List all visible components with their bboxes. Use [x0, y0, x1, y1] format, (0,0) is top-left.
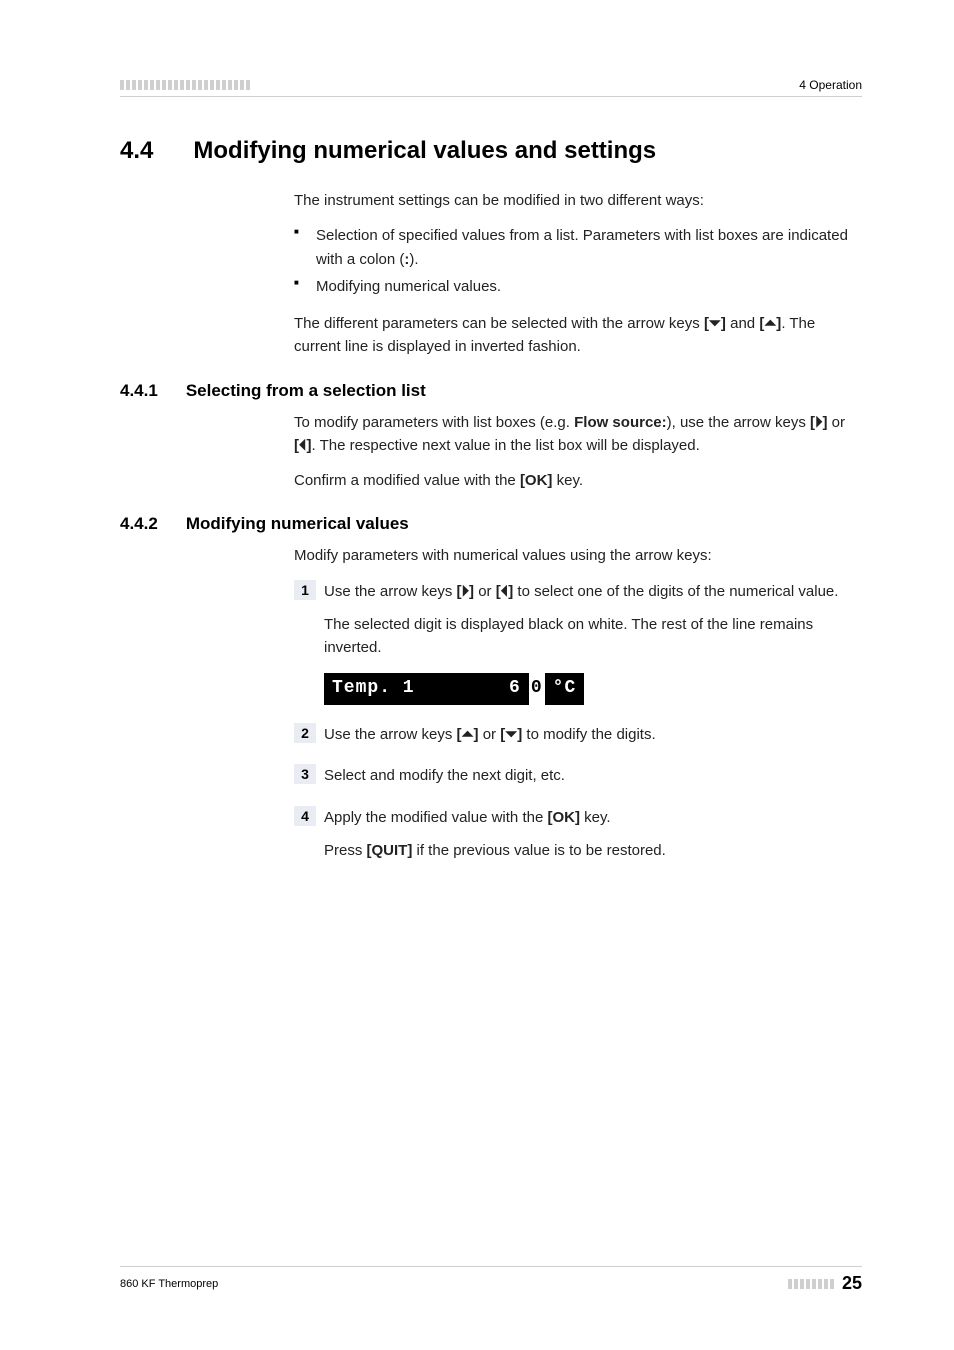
subsection-body: To modify parameters with list boxes (e.… [294, 411, 862, 493]
subsection-heading: 4.4.2 Modifying numerical values [120, 514, 862, 534]
section-number: 4.4 [120, 137, 153, 165]
intro-paragraph: The instrument settings can be modified … [294, 189, 862, 212]
header-chapter: 4 Operation [799, 78, 862, 92]
paragraph: The different parameters can be selected… [294, 312, 862, 359]
step-number: 1 [294, 580, 316, 600]
bullet-item: Selection of specified values from a lis… [294, 224, 862, 271]
page-footer: 860 KF Thermoprep 25 [120, 1266, 862, 1294]
footer-decoration [788, 1279, 834, 1289]
subsection-number: 4.4.1 [120, 381, 158, 401]
subsection-title: Selecting from a selection list [186, 381, 426, 401]
lcd-selected-digit: 0 [529, 673, 545, 705]
step-1: 1 Use the arrow keys [⏵] or [⏴] to selec… [294, 580, 862, 706]
step-number: 4 [294, 806, 316, 826]
paragraph: Select and modify the next digit, etc. [324, 764, 862, 787]
step-number: 2 [294, 723, 316, 743]
section-title: Modifying numerical values and settings [193, 137, 656, 165]
subsection-heading: 4.4.1 Selecting from a selection list [120, 381, 862, 401]
section-heading: 4.4 Modifying numerical values and setti… [120, 137, 862, 165]
lcd-display: Temp. 1 60 °C [324, 673, 584, 705]
paragraph: To modify parameters with list boxes (e.… [294, 411, 862, 458]
intro-paragraph: Modify parameters with numerical values … [294, 544, 862, 567]
footer-product: 860 KF Thermoprep [120, 1278, 218, 1290]
step-body: Use the arrow keys [⏶] or [⏷] to modify … [324, 723, 862, 746]
subsection-title: Modifying numerical values [186, 514, 409, 534]
section-body: The instrument settings can be modified … [294, 189, 862, 359]
step-body: Use the arrow keys [⏵] or [⏴] to select … [324, 580, 862, 706]
bullet-list: Selection of specified values from a lis… [294, 224, 862, 298]
subsection-body: Modify parameters with numerical values … [294, 544, 862, 862]
paragraph: The selected digit is displayed black on… [324, 613, 862, 660]
paragraph: Press [QUIT] if the previous value is to… [324, 839, 862, 862]
footer-right: 25 [788, 1273, 862, 1294]
paragraph: Use the arrow keys [⏵] or [⏴] to select … [324, 580, 862, 603]
step-number: 3 [294, 764, 316, 784]
step-body: Select and modify the next digit, etc. [324, 764, 862, 787]
step-3: 3 Select and modify the next digit, etc. [294, 764, 862, 787]
subsection-number: 4.4.2 [120, 514, 158, 534]
step-2: 2 Use the arrow keys [⏶] or [⏷] to modif… [294, 723, 862, 746]
header-rule [120, 96, 862, 97]
paragraph: Use the arrow keys [⏶] or [⏷] to modify … [324, 723, 862, 746]
header-decoration [120, 80, 250, 90]
bullet-item: Modifying numerical values. [294, 275, 862, 298]
step-4: 4 Apply the modified value with the [OK]… [294, 806, 862, 863]
lcd-inverted: Temp. 1 6 [324, 673, 529, 705]
page-header: 4 Operation [120, 78, 862, 92]
paragraph: Apply the modified value with the [OK] k… [324, 806, 862, 829]
page-number: 25 [842, 1273, 862, 1294]
lcd-inverted: °C [545, 673, 585, 705]
step-body: Apply the modified value with the [OK] k… [324, 806, 862, 863]
paragraph: Confirm a modified value with the [OK] k… [294, 469, 862, 492]
